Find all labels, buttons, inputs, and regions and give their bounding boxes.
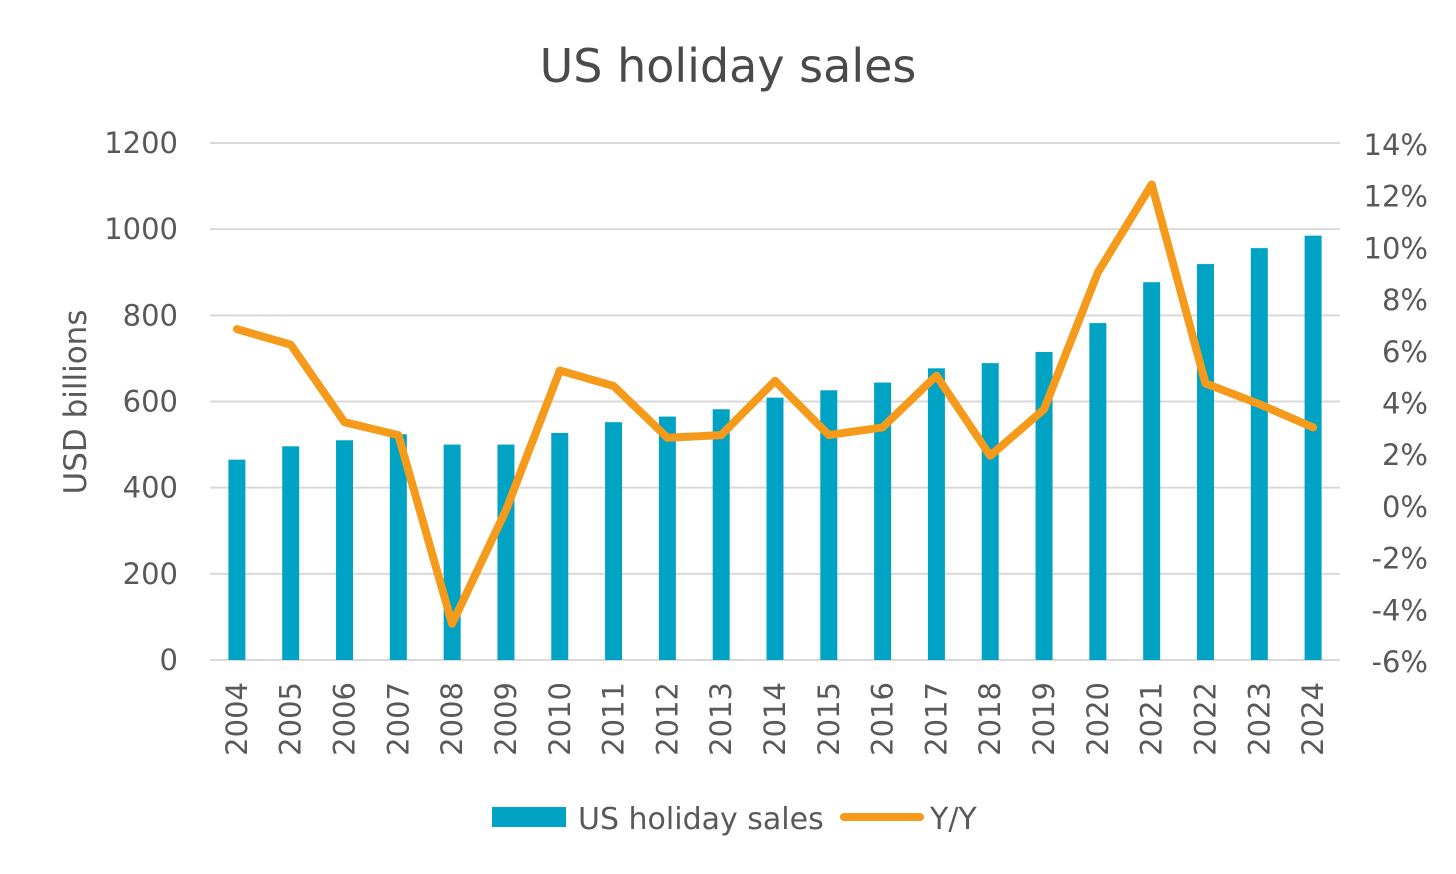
x-tick-label: 2016 xyxy=(866,682,900,756)
bar-2010 xyxy=(551,432,569,660)
x-tick-label: 2011 xyxy=(597,682,631,756)
bar-2004 xyxy=(228,459,246,660)
x-axis-ticks: 2004 2005 2006 2007 2008 2009 2010 2011 2012 2013… xyxy=(220,682,1330,756)
bar-2011 xyxy=(605,422,623,660)
y-right-tick-label: 2% xyxy=(1382,438,1428,472)
yoy-point-2019 xyxy=(1043,408,1046,411)
bar-2015 xyxy=(820,390,838,660)
x-tick-label: 2013 xyxy=(704,682,738,756)
x-tick-label: 2009 xyxy=(489,682,523,756)
yoy-point-2012 xyxy=(666,436,669,439)
x-tick-label: 2017 xyxy=(919,682,953,756)
y-left-tick-label: 1000 xyxy=(104,212,178,246)
x-tick-label: 2010 xyxy=(543,682,577,756)
y-right-tick-label: 4% xyxy=(1382,387,1428,421)
yoy-point-2011 xyxy=(612,384,615,387)
bar-2020 xyxy=(1089,323,1107,660)
x-tick-label: 2014 xyxy=(758,682,792,756)
x-tick-label: 2012 xyxy=(650,682,684,756)
y-right-tick-label: 8% xyxy=(1382,283,1428,317)
bar-2024 xyxy=(1304,235,1322,661)
yoy-point-2009 xyxy=(504,509,507,512)
x-tick-label: 2019 xyxy=(1027,682,1061,756)
yoy-point-2017 xyxy=(935,374,938,377)
bar-2021 xyxy=(1143,282,1161,660)
yoy-point-2006 xyxy=(343,421,346,424)
bar-2006 xyxy=(336,440,354,660)
yoy-point-2013 xyxy=(720,434,723,437)
bar-2009 xyxy=(497,444,515,660)
legend-bar-label: US holiday sales xyxy=(578,802,824,837)
y-right-tick-label: 6% xyxy=(1382,335,1428,369)
x-tick-label: 2008 xyxy=(435,682,469,756)
yoy-point-2021 xyxy=(1150,183,1153,186)
legend-bar-swatch xyxy=(492,807,566,827)
yoy-point-2007 xyxy=(397,434,400,437)
y-left-tick-label: 400 xyxy=(123,471,178,505)
y-right-tick-label: 14% xyxy=(1364,128,1428,162)
x-tick-label: 2004 xyxy=(220,682,254,756)
y-right-tick-label: -2% xyxy=(1372,542,1428,576)
bar-2023 xyxy=(1250,248,1268,660)
y-axis-label: USD billions xyxy=(58,310,94,495)
y-right-tick-label: 10% xyxy=(1364,231,1428,265)
yoy-point-2020 xyxy=(1096,271,1099,274)
x-tick-label: 2021 xyxy=(1135,682,1169,756)
yoy-point-2024 xyxy=(1312,426,1315,429)
bar-2017 xyxy=(927,368,945,660)
y-left-tick-label: 800 xyxy=(123,298,178,332)
y-right-tick-label: 12% xyxy=(1364,180,1428,214)
x-tick-label: 2015 xyxy=(812,682,846,756)
bar-2013 xyxy=(712,409,730,660)
bar-2022 xyxy=(1196,264,1214,660)
yoy-point-2022 xyxy=(1204,382,1207,385)
bar-2005 xyxy=(282,446,300,660)
yoy-point-2014 xyxy=(774,379,776,382)
x-tick-label: 2024 xyxy=(1296,682,1330,756)
x-tick-label: 2005 xyxy=(274,682,308,756)
yoy-point-2015 xyxy=(827,434,830,437)
bar-2016 xyxy=(874,382,892,660)
bar-series xyxy=(228,235,1322,661)
y-axis-left-ticks: 0 200 400 600 800 1000 1200 xyxy=(104,126,178,677)
x-tick-label: 2006 xyxy=(328,682,362,756)
chart-title: US holiday sales xyxy=(540,39,917,93)
yoy-point-2018 xyxy=(989,454,992,457)
bar-2018 xyxy=(981,363,999,660)
x-tick-label: 2023 xyxy=(1242,682,1276,756)
y-right-tick-label: -4% xyxy=(1372,593,1428,627)
x-tick-label: 2018 xyxy=(973,682,1007,756)
y-right-tick-label: -6% xyxy=(1372,645,1428,679)
x-tick-label: 2007 xyxy=(381,682,415,756)
y-left-tick-label: 200 xyxy=(123,557,178,591)
x-tick-label: 2020 xyxy=(1081,682,1115,756)
legend-line-label: Y/Y xyxy=(929,802,977,837)
line-series xyxy=(232,180,1318,628)
y-left-tick-label: 600 xyxy=(123,385,178,419)
yoy-point-2008 xyxy=(451,622,454,625)
yoy-point-2023 xyxy=(1258,403,1261,406)
yoy-point-2005 xyxy=(289,343,292,346)
legend: US holiday sales Y/Y xyxy=(492,802,977,837)
y-right-tick-label: 0% xyxy=(1382,490,1428,524)
yoy-point-2004 xyxy=(235,328,238,331)
y-left-tick-label: 0 xyxy=(160,643,178,677)
yoy-point-2010 xyxy=(558,369,561,372)
bar-2014 xyxy=(766,397,784,660)
yoy-point-2016 xyxy=(881,426,884,429)
y-left-tick-label: 1200 xyxy=(104,126,178,160)
y-axis-right-ticks: -6% -4% -2% 0% 2% 4% 6% 8% 10% 12% 14% xyxy=(1364,128,1428,679)
bar-2012 xyxy=(658,416,676,660)
bar-2019 xyxy=(1035,351,1053,660)
bar-2007 xyxy=(389,434,407,660)
x-tick-label: 2022 xyxy=(1189,682,1223,756)
